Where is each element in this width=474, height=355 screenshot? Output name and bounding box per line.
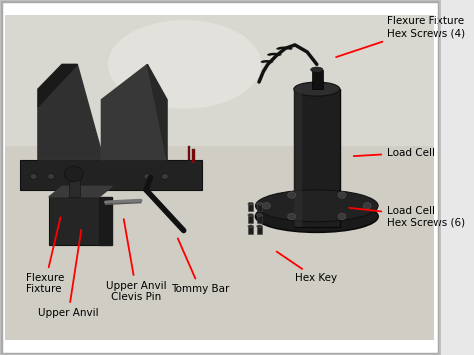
Text: Flexure Fixture
Hex Screws (4): Flexure Fixture Hex Screws (4) [336, 16, 465, 57]
Ellipse shape [255, 201, 378, 232]
Bar [257, 226, 262, 234]
Circle shape [288, 192, 296, 198]
Ellipse shape [256, 225, 262, 228]
Circle shape [144, 174, 151, 179]
Ellipse shape [108, 20, 261, 109]
Ellipse shape [310, 67, 323, 72]
Text: Load Cell
Hex Screws (6): Load Cell Hex Screws (6) [349, 206, 465, 227]
Bar [20, 160, 202, 190]
Circle shape [47, 174, 55, 179]
Bar [5, 146, 434, 340]
Ellipse shape [256, 214, 262, 217]
Ellipse shape [256, 202, 262, 205]
Polygon shape [38, 64, 104, 160]
Text: Tommy Bar: Tommy Bar [171, 239, 229, 294]
Ellipse shape [248, 214, 254, 217]
Bar [294, 89, 340, 227]
Circle shape [161, 174, 168, 179]
Polygon shape [147, 64, 167, 160]
Bar [49, 197, 99, 245]
Bar [188, 146, 190, 160]
Bar [257, 215, 262, 223]
Text: Upper Anvil
Clevis Pin: Upper Anvil Clevis Pin [106, 219, 167, 302]
Ellipse shape [248, 225, 254, 228]
Bar [294, 89, 302, 227]
Bar [248, 226, 253, 234]
Circle shape [64, 166, 83, 182]
Ellipse shape [255, 190, 378, 222]
Polygon shape [49, 186, 112, 197]
Bar [311, 70, 322, 89]
Circle shape [338, 213, 346, 220]
Bar [192, 149, 195, 163]
Polygon shape [38, 64, 77, 107]
Polygon shape [101, 64, 167, 160]
Text: Hex Key: Hex Key [277, 252, 337, 283]
Ellipse shape [294, 82, 340, 96]
Bar [248, 215, 253, 223]
Bar [248, 204, 253, 212]
Text: Flexure
Fixture: Flexure Fixture [26, 217, 64, 294]
Circle shape [338, 192, 346, 198]
Text: Upper Anvil: Upper Anvil [38, 230, 99, 318]
Text: Load Cell: Load Cell [354, 148, 435, 158]
Bar [69, 178, 80, 197]
Circle shape [288, 213, 296, 220]
Polygon shape [99, 197, 112, 245]
Circle shape [363, 203, 371, 209]
Circle shape [30, 174, 37, 179]
Bar [257, 204, 262, 212]
Ellipse shape [248, 202, 254, 205]
Circle shape [263, 203, 270, 209]
